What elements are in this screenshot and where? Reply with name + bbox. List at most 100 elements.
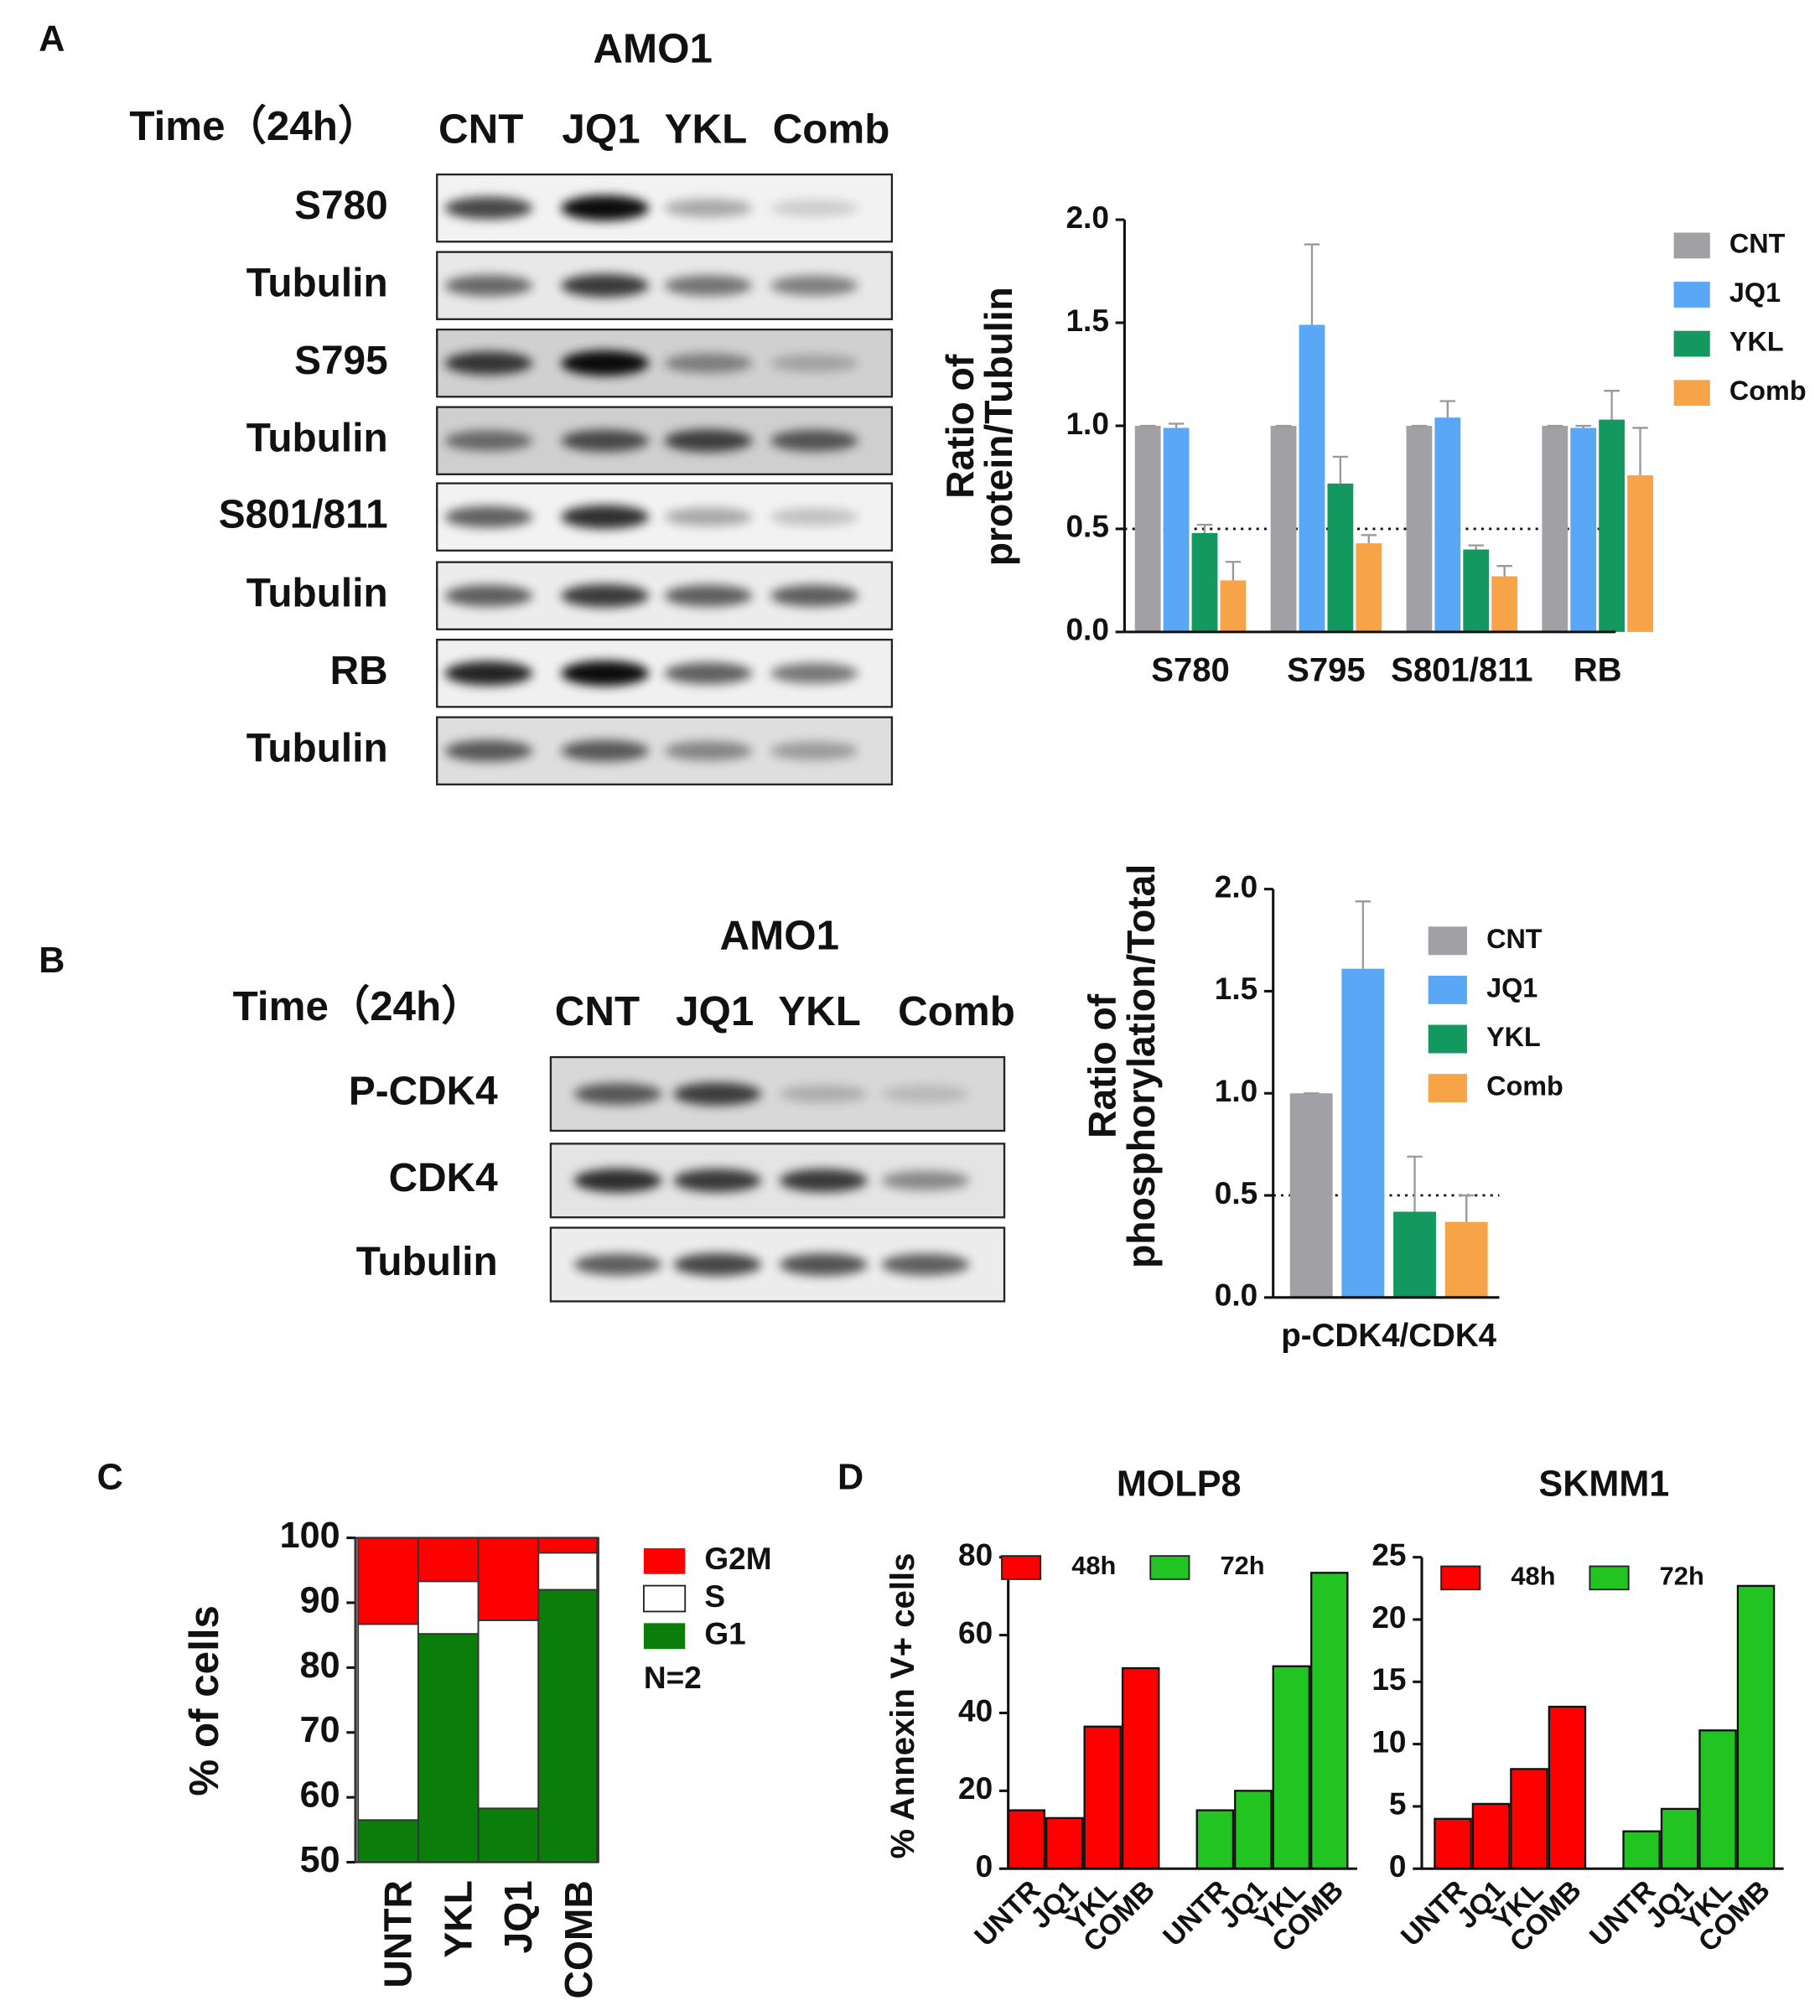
band — [561, 195, 650, 221]
y-tick-label: 80 — [958, 1537, 993, 1572]
band — [444, 584, 533, 607]
y-tick-label: 100 — [280, 1516, 340, 1556]
legend-swatch — [642, 1584, 687, 1613]
y-axis-label: % Annexin V+ cells — [884, 1553, 921, 1859]
blot-title: AMO1 — [720, 912, 840, 958]
band — [664, 507, 753, 526]
band — [881, 1170, 970, 1191]
legend-label: Comb — [1486, 1071, 1563, 1101]
y-tick-label: 60 — [300, 1775, 340, 1816]
band — [561, 739, 650, 762]
legend-label: JQ1 — [1729, 277, 1781, 308]
bar — [1599, 419, 1626, 632]
band — [673, 1169, 762, 1193]
bar — [1471, 1802, 1511, 1870]
legend-swatch — [1149, 1555, 1190, 1580]
x-tick-label: UNTR — [376, 1880, 420, 1987]
band — [881, 1085, 970, 1103]
lane-label: CNT — [438, 106, 523, 152]
y-tick-label: 0.5 — [1066, 510, 1108, 544]
band — [444, 430, 533, 452]
bar — [1341, 968, 1385, 1298]
y-tick-label: 20 — [1371, 1600, 1406, 1635]
chart-title: MOLP8 — [1117, 1464, 1242, 1504]
bar — [1434, 1817, 1472, 1870]
legend-swatch — [1673, 282, 1710, 308]
band — [573, 1169, 662, 1193]
bar — [1121, 1666, 1160, 1870]
band — [561, 350, 650, 376]
band — [444, 351, 533, 376]
y-tick-label: 20 — [958, 1771, 993, 1806]
bar — [1660, 1807, 1699, 1870]
legend-swatch — [1673, 330, 1710, 357]
band — [770, 429, 858, 452]
band — [561, 661, 650, 687]
bar — [1622, 1830, 1661, 1870]
row-label: Tubulin — [246, 726, 388, 770]
bar — [1272, 1665, 1311, 1870]
y-tick-label: 0.0 — [1066, 613, 1108, 647]
panel-label: C — [97, 1458, 123, 1498]
lane-label: CNT — [555, 988, 640, 1034]
band — [561, 273, 650, 298]
y-tick-label: 2.0 — [1215, 869, 1257, 904]
bar — [1698, 1729, 1737, 1870]
legend-swatch — [1001, 1555, 1042, 1580]
panel-label: D — [837, 1458, 863, 1498]
legend-swatch — [1440, 1565, 1481, 1591]
bar-segment — [357, 1537, 419, 1625]
lane-label: JQ1 — [676, 988, 754, 1034]
bar — [1491, 576, 1518, 632]
y-axis-label: protein/Tubulin — [977, 287, 1020, 566]
bar — [1434, 417, 1461, 632]
y-tick-label: 1.5 — [1215, 972, 1257, 1006]
legend-label: JQ1 — [1486, 972, 1537, 1003]
band — [779, 1169, 868, 1193]
bar-segment — [477, 1619, 540, 1810]
y-tick-label: 90 — [300, 1580, 340, 1620]
legend-label: CNT — [1486, 924, 1543, 954]
bar — [1191, 532, 1218, 632]
bar-segment — [537, 1537, 599, 1554]
y-tick-label: 50 — [300, 1840, 340, 1880]
lane-label: YKL — [665, 106, 748, 152]
y-tick-label: 60 — [958, 1615, 993, 1650]
y-tick-label: 2.0 — [1066, 200, 1108, 235]
y-tick-label: 0 — [976, 1849, 993, 1884]
y-axis-label: % of cells — [181, 1605, 227, 1796]
y-tick-label: 0 — [1389, 1849, 1407, 1884]
bar-segment — [477, 1537, 540, 1621]
y-axis-label: phosphorylation/Total — [1119, 864, 1163, 1268]
x-tick-label: RB — [1574, 651, 1622, 688]
bar — [1736, 1584, 1776, 1870]
row-label: CDK4 — [389, 1156, 499, 1200]
y-tick-label: 0.5 — [1215, 1176, 1257, 1210]
lane-label: JQ1 — [562, 106, 640, 152]
legend-label: CNT — [1729, 228, 1786, 258]
row-label: Tubulin — [356, 1240, 498, 1284]
x-tick-label: S780 — [1151, 651, 1230, 688]
band — [779, 1253, 868, 1276]
bar — [1570, 428, 1597, 632]
bar — [1627, 474, 1653, 632]
bar — [1444, 1221, 1488, 1298]
panel-label: B — [39, 941, 65, 981]
legend-swatch — [1428, 1074, 1467, 1103]
y-tick-label: 1.0 — [1215, 1074, 1257, 1108]
y-tick-label: 5 — [1389, 1787, 1407, 1822]
band — [770, 741, 858, 760]
band — [673, 1082, 762, 1106]
row-label: Tubulin — [246, 416, 388, 460]
x-tick-label: p-CDK4/CDK4 — [1281, 1318, 1496, 1354]
bar — [1310, 1572, 1349, 1870]
y-tick-label: 40 — [958, 1693, 993, 1728]
legend-label: 48h — [1511, 1562, 1555, 1591]
bar — [1134, 425, 1161, 632]
blot-time: Time（24h） — [129, 103, 379, 149]
plot-frame — [354, 1537, 599, 1863]
y-tick-label: 1.0 — [1066, 407, 1108, 441]
y-tick-label: 25 — [1371, 1537, 1406, 1572]
legend-swatch — [1673, 380, 1710, 407]
